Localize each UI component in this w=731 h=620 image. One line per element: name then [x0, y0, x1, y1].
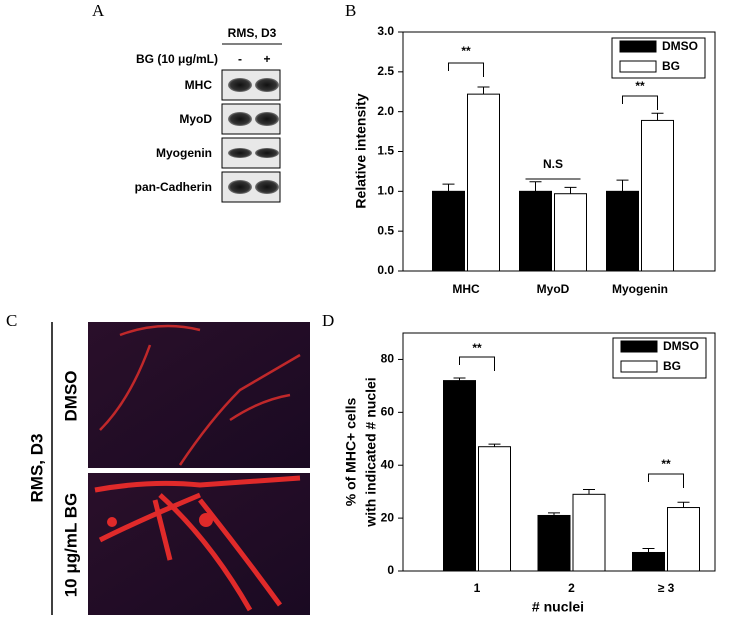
x-tick-label: 1 [474, 581, 481, 595]
blot-band [255, 112, 279, 126]
y-tick-label: 0.5 [377, 223, 394, 237]
bar [519, 190, 552, 272]
panel-label: C [6, 311, 17, 330]
legend-label: DMSO [662, 39, 698, 53]
bar [467, 93, 500, 272]
side-label: RMS, D3 [27, 434, 46, 503]
x-tick-label: MHC [452, 282, 480, 296]
blot-row-label: pan-Cadherin [135, 180, 212, 194]
significance-bracket [648, 473, 684, 488]
panel-label: D [322, 311, 334, 330]
annotation: ** [472, 341, 482, 355]
y-axis-label: with indicated # nuclei [363, 377, 379, 527]
error-bar [488, 443, 501, 447]
annotation: ** [661, 457, 671, 471]
blot-band [255, 148, 279, 158]
blot-band [228, 180, 252, 194]
x-tick-label: ≥ 3 [658, 581, 675, 595]
fiber [99, 324, 301, 466]
error-bar [453, 377, 466, 381]
image-dmso [88, 322, 310, 468]
legend-label: BG [662, 59, 680, 73]
error-bar [642, 548, 655, 553]
y-axis-label: Relative intensity [353, 93, 369, 208]
annotation: N.S [543, 157, 563, 171]
y-tick-label: 0.0 [377, 263, 394, 277]
cell [107, 517, 117, 527]
error-bar [548, 512, 560, 516]
bar [641, 119, 674, 272]
row-label: DMSO [61, 371, 80, 422]
significance-bracket [448, 62, 484, 77]
blot-row-label: MyoD [179, 112, 212, 126]
legend-label: BG [663, 359, 681, 373]
bar [632, 551, 665, 572]
lane-label: + [263, 52, 270, 66]
legend-swatch [619, 40, 657, 53]
legend-label: DMSO [663, 339, 699, 353]
microscopy: RMS, D3 DMSO 10 μg/mL BG [27, 322, 310, 615]
y-tick-label: 40 [381, 457, 395, 471]
error-bar [529, 181, 542, 192]
western-blot: RMS, D3 BG (10 μg/mL) - + MHC MyoD Myogeni… [135, 26, 282, 203]
x-axis-label: # nuclei [532, 599, 584, 615]
error-bar [442, 183, 455, 192]
bar [554, 193, 587, 272]
blot-band [255, 180, 279, 194]
error-bar [677, 501, 690, 508]
y-tick-label: 2.5 [377, 64, 394, 78]
blot-band [255, 78, 279, 92]
bar [443, 380, 476, 572]
treatment-label: BG (10 μg/mL) [136, 52, 218, 66]
cell [199, 513, 213, 527]
y-tick-label: 1.0 [377, 184, 394, 198]
legend-swatch [620, 360, 658, 373]
annotation: ** [635, 79, 645, 93]
x-tick-label: Myogenin [612, 282, 668, 296]
error-bar [651, 112, 664, 121]
blot-band [228, 112, 252, 126]
blot-band [228, 78, 252, 92]
y-tick-label: 80 [381, 352, 395, 366]
y-axis-label: % of MHC+ cells [343, 398, 359, 507]
error-bar [564, 186, 577, 194]
bar [432, 190, 465, 272]
bar [572, 493, 606, 572]
y-tick-label: 2.0 [377, 104, 394, 118]
y-tick-label: 60 [381, 405, 395, 419]
row-label: 10 μg/mL BG [61, 493, 80, 598]
y-tick-label: 3.0 [377, 24, 394, 38]
blot-header: RMS, D3 [228, 26, 277, 40]
y-tick-label: 1.5 [377, 144, 394, 158]
bar [667, 507, 700, 572]
fiber [94, 475, 301, 612]
error-bar [583, 489, 595, 495]
legend-swatch [620, 340, 658, 353]
bar [537, 514, 571, 572]
blot-band [228, 148, 252, 158]
error-bar [477, 86, 490, 95]
annotation: ** [461, 44, 471, 58]
y-tick-label: 0 [387, 563, 394, 577]
x-tick-label: MyoD [537, 282, 570, 296]
y-tick-label: 20 [381, 510, 395, 524]
bar [606, 190, 639, 272]
significance-bracket [622, 95, 658, 110]
blot-row-label: MHC [185, 78, 213, 92]
legend-swatch [619, 60, 657, 73]
significance-bracket [459, 356, 495, 371]
lane-label: - [238, 52, 242, 66]
panel-label: B [345, 1, 356, 20]
error-bar [616, 179, 629, 192]
bar [478, 446, 511, 572]
blot-row-label: Myogenin [156, 146, 212, 160]
panel-label: A [92, 1, 105, 20]
x-tick-label: 2 [568, 581, 575, 595]
